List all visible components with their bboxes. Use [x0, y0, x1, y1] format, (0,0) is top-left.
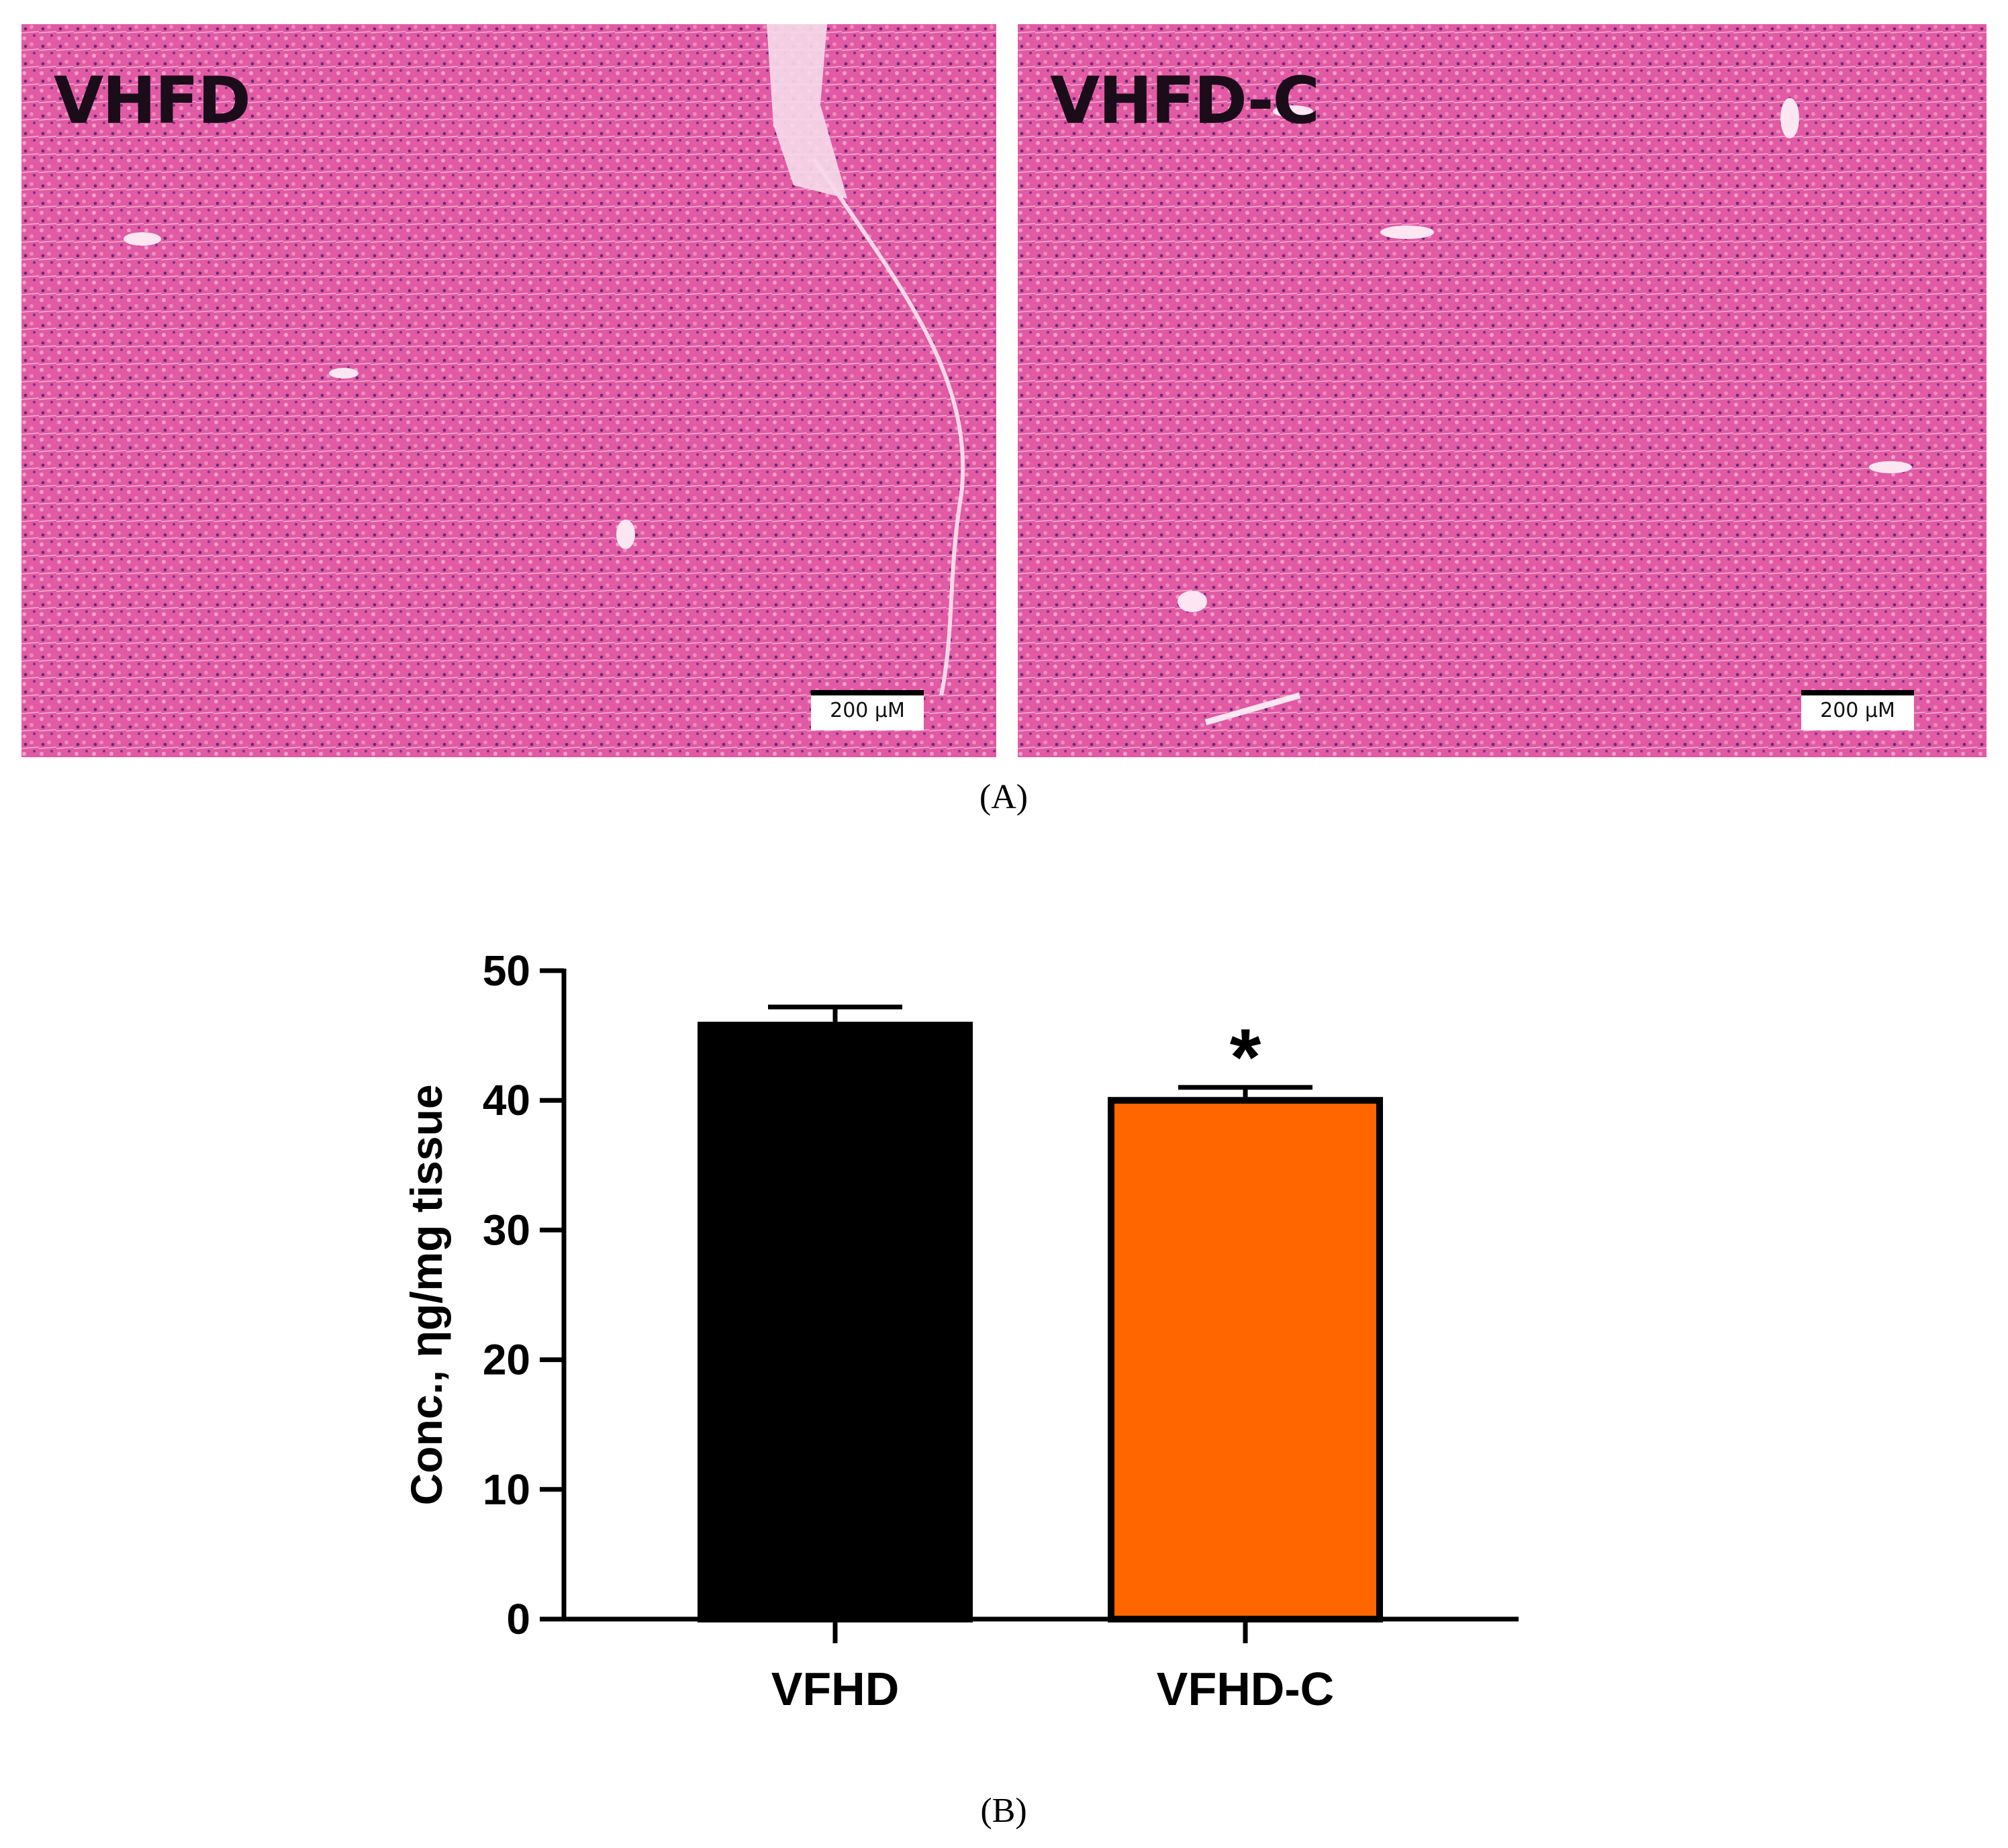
- micrograph-vhfd-c: VHFD-C 200 µM: [1018, 24, 1987, 757]
- x-tick-label: VFHD: [771, 1663, 900, 1715]
- y-tick-label: 50: [483, 946, 530, 995]
- y-tick-label: 20: [483, 1336, 530, 1384]
- panel-b-caption: (B): [980, 1792, 1027, 1830]
- y-tick-label: 30: [483, 1206, 530, 1254]
- panel-a-caption: (A): [979, 778, 1029, 816]
- bar: [1108, 1097, 1383, 1622]
- scale-bar: 200 µM: [1801, 690, 1914, 730]
- y-axis-title: Conc., ηg/mg tissue: [401, 1084, 451, 1505]
- scale-bar-label: 200 µM: [1820, 699, 1895, 722]
- scale-bar-label: 200 µM: [830, 699, 905, 722]
- x-tick-label: VFHD-C: [1157, 1663, 1334, 1715]
- micrograph-label: VHFD-C: [1050, 63, 1320, 138]
- significance-marker: *: [1230, 1012, 1261, 1102]
- micrograph-label: VHFD: [54, 63, 251, 138]
- scale-bar: 200 µM: [811, 690, 924, 730]
- bar: [698, 1022, 973, 1623]
- y-tick-label: 0: [506, 1595, 530, 1643]
- y-tick-label: 40: [483, 1076, 530, 1124]
- y-tick-label: 10: [483, 1465, 530, 1514]
- micrograph-vhfd: VHFD 200 µM: [21, 24, 996, 757]
- micrograph-texture: [21, 24, 996, 757]
- micrograph-texture: [1018, 24, 1987, 757]
